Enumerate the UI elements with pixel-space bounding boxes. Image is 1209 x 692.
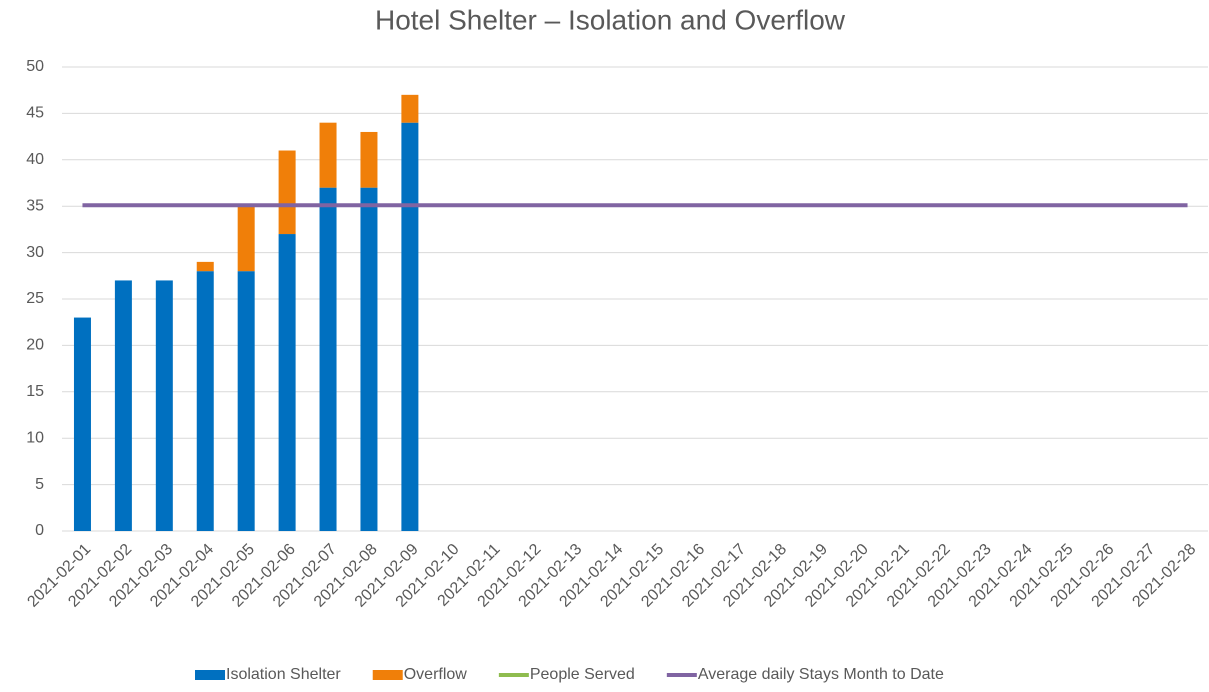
y-tick-label: 5 xyxy=(35,476,44,493)
legend-swatch xyxy=(372,670,403,680)
bar xyxy=(155,280,173,531)
legend-item: Isolation Shelter xyxy=(195,666,341,683)
y-tick-label: 10 xyxy=(26,429,44,446)
bar xyxy=(278,234,296,532)
legend-label: Average daily Stays Month to Date xyxy=(698,666,944,683)
bar xyxy=(278,150,296,235)
bar xyxy=(401,94,419,123)
legend-swatch xyxy=(195,670,225,680)
y-tick-label: 0 xyxy=(35,522,44,539)
y-tick-label: 40 xyxy=(26,151,44,168)
legend-item: Average daily Stays Month to Date xyxy=(666,666,944,683)
y-tick-label: 35 xyxy=(26,197,44,214)
y-tick-label: 25 xyxy=(26,290,44,307)
chart-title: Hotel Shelter – Isolation and Overflow xyxy=(375,4,846,35)
legend-item: Overflow xyxy=(372,666,468,683)
y-tick-label: 45 xyxy=(26,105,44,122)
bar xyxy=(360,187,378,531)
y-tick-label: 50 xyxy=(26,58,44,75)
y-tick-label: 20 xyxy=(26,337,44,354)
bar xyxy=(114,280,132,531)
legend-label: Overflow xyxy=(404,666,468,683)
bar xyxy=(237,271,255,531)
bar xyxy=(196,261,214,272)
y-tick-label: 30 xyxy=(26,244,44,261)
bar xyxy=(73,317,91,531)
bar xyxy=(401,122,419,532)
y-tick-label: 15 xyxy=(26,383,44,400)
bar xyxy=(196,271,214,531)
bar xyxy=(319,122,337,188)
legend-item: People Served xyxy=(498,666,635,683)
bar xyxy=(360,131,378,188)
bar xyxy=(319,187,337,531)
bar xyxy=(237,206,255,272)
legend-label: People Served xyxy=(530,666,635,683)
legend-label: Isolation Shelter xyxy=(226,666,341,683)
